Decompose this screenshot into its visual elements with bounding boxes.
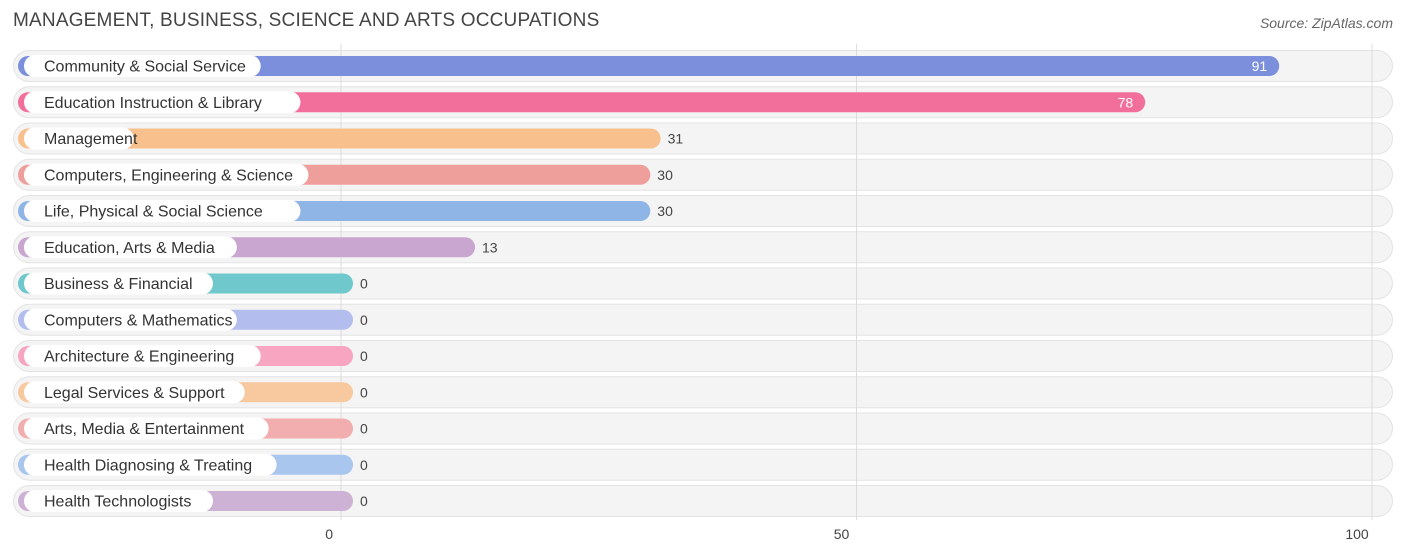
category-label-pill xyxy=(24,308,237,331)
category-label-pill xyxy=(24,345,261,367)
category-label-pill xyxy=(24,200,301,222)
category-label-pill xyxy=(24,236,237,259)
value-label: 30 xyxy=(657,167,673,183)
value-label: 30 xyxy=(657,203,673,219)
value-label: 78 xyxy=(1118,94,1134,110)
value-label: 0 xyxy=(360,421,368,437)
category-label: Business & Financial xyxy=(44,276,193,293)
category-label: Education Instruction & Library xyxy=(44,95,262,112)
bar xyxy=(18,56,1280,76)
x-tick-label: 100 xyxy=(1345,526,1369,542)
category-label: Arts, Media & Entertainment xyxy=(44,421,245,438)
row-track xyxy=(13,448,1393,481)
value-label: 0 xyxy=(360,493,368,509)
x-tick-label: 0 xyxy=(325,526,333,542)
category-label: Health Diagnosing & Treating xyxy=(44,457,252,474)
category-label-pill xyxy=(24,490,213,512)
category-label-pill xyxy=(24,381,245,404)
category-label: Architecture & Engineering xyxy=(44,349,234,366)
category-label: Life, Physical & Social Science xyxy=(44,204,263,221)
category-label-pill xyxy=(24,417,269,440)
category-label: Health Technologists xyxy=(44,494,191,511)
value-label: 0 xyxy=(360,276,368,292)
row-track xyxy=(13,376,1393,409)
row-track xyxy=(13,485,1393,517)
chart-title: MANAGEMENT, BUSINESS, SCIENCE AND ARTS O… xyxy=(13,10,600,31)
row-track xyxy=(13,412,1393,445)
bar xyxy=(18,92,1146,113)
row-track xyxy=(13,267,1393,300)
category-label-pill xyxy=(24,127,134,150)
value-label: 31 xyxy=(668,131,684,147)
value-label: 0 xyxy=(360,312,368,328)
category-label-pill xyxy=(24,272,213,295)
x-tick-label: 50 xyxy=(834,526,850,542)
value-label: 13 xyxy=(482,239,498,255)
chart-source: Source: ZipAtlas.com xyxy=(1259,15,1393,31)
category-label-pill xyxy=(24,55,261,77)
category-label: Management xyxy=(44,131,138,148)
category-label: Education, Arts & Media xyxy=(44,240,215,257)
category-label: Computers, Engineering & Science xyxy=(44,167,293,184)
category-label-pill xyxy=(24,453,277,476)
category-label: Community & Social Service xyxy=(44,59,246,76)
category-label: Computers & Mathematics xyxy=(44,312,233,329)
value-label: 0 xyxy=(360,384,368,400)
value-label: 91 xyxy=(1252,58,1268,74)
row-track xyxy=(13,303,1393,336)
value-label: 0 xyxy=(360,348,368,364)
row-track xyxy=(13,340,1393,372)
category-label: Legal Services & Support xyxy=(44,385,225,402)
value-label: 0 xyxy=(360,457,368,473)
bar xyxy=(18,128,661,149)
category-label-pill xyxy=(24,91,301,114)
category-label-pill xyxy=(24,163,309,186)
